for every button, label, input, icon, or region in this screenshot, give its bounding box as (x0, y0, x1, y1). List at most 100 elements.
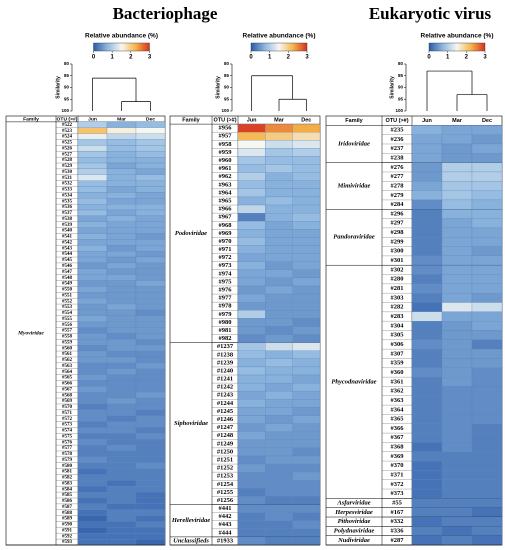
heat-cell (265, 350, 293, 359)
column-label: Dec (146, 116, 155, 122)
heat-cell (106, 421, 137, 428)
dendro-tick-label: 95 (64, 96, 70, 101)
heat-cell (265, 512, 293, 521)
heat-cell (411, 153, 443, 163)
heat-cell (77, 433, 108, 440)
family-label: Unclassifieds (173, 537, 209, 544)
heat-cell (77, 439, 108, 446)
colorbar (250, 42, 308, 52)
heat-cell (292, 334, 321, 343)
heat-cell (106, 221, 137, 228)
heat-cell (135, 403, 166, 410)
heat-cell (292, 229, 321, 238)
heat-cell (411, 470, 443, 480)
heat-cell (135, 133, 166, 140)
heat-cell (106, 527, 137, 534)
heat-cell (135, 204, 166, 211)
otu-label: #367 (391, 434, 405, 441)
heat-cell (411, 535, 443, 546)
otu-label: #531 (62, 176, 72, 181)
heat-cell (106, 256, 137, 264)
heat-cell (411, 414, 443, 424)
heat-cell (471, 171, 503, 182)
heat-cell (411, 330, 443, 340)
otu-label: #582 (62, 476, 72, 481)
heat-cell (471, 265, 503, 275)
heat-cell (292, 269, 321, 279)
otu-label: #280 (391, 276, 404, 283)
heat-cell (471, 274, 503, 284)
heat-cell (292, 350, 321, 359)
heat-cell (135, 450, 166, 457)
otu-label: #962 (219, 173, 232, 180)
heat-cell (411, 134, 443, 145)
otu-label: #1253 (217, 473, 234, 480)
heat-cell (106, 462, 137, 469)
otu-label: #238 (391, 154, 405, 161)
heat-cell (292, 520, 321, 529)
heat-cell (265, 358, 293, 368)
otu-label: #305 (391, 332, 405, 339)
heat-cell (292, 431, 321, 440)
dendro-tick-label: 80 (224, 61, 230, 66)
otu-label: #558 (62, 335, 72, 340)
otu-label: #563 (62, 364, 72, 369)
heat-cell (471, 181, 503, 191)
otu-label: #525 (62, 141, 72, 146)
otu-label: #583 (62, 481, 72, 486)
family-label: Herpesviridae (334, 509, 373, 516)
heat-cell (265, 180, 293, 189)
heat-cell (106, 145, 137, 152)
heat-cell (77, 321, 108, 328)
heat-cell (135, 356, 166, 363)
heat-cell (237, 293, 266, 303)
otu-label: #360 (391, 369, 404, 376)
heat-cell (471, 162, 503, 173)
heat-cell (106, 415, 137, 422)
heat-cell (77, 280, 108, 287)
heat-cell (265, 407, 293, 416)
otu-label: #332 (391, 518, 404, 525)
heat-cell (237, 423, 266, 432)
heat-cell (106, 233, 137, 240)
otu-label: #444 (219, 529, 233, 536)
heat-cell (441, 386, 473, 396)
heat-cell (135, 309, 166, 316)
heat-cell (441, 470, 473, 480)
heat-cell (77, 145, 108, 152)
heat-cell (106, 380, 137, 387)
heat-cell (265, 382, 293, 392)
otu-label: #1242 (217, 384, 233, 391)
heat-cell (292, 123, 321, 133)
dendro-tick-label: 100 (395, 108, 403, 113)
heat-cell (265, 293, 293, 303)
otu-label: #528 (62, 158, 72, 163)
otu-label: #586 (62, 499, 72, 504)
heat-cell (471, 442, 503, 452)
heat-cell (77, 480, 108, 487)
heat-cell (77, 127, 108, 134)
heat-cell (237, 310, 266, 319)
heat-cell (411, 302, 443, 312)
heat-cell (106, 486, 137, 493)
family-label: Pandoraviridae (333, 234, 375, 241)
heat-cell (106, 251, 137, 258)
heat-cell (411, 227, 443, 238)
colorbar (93, 42, 150, 52)
colorbar-tick-label: 2 (129, 55, 133, 61)
heat-cell (471, 432, 503, 443)
dendro-tick-label: 90 (224, 85, 230, 90)
heat-cell (77, 350, 108, 358)
heat-cell (237, 358, 266, 368)
heat-cell (135, 180, 166, 187)
heat-cell (411, 339, 443, 350)
heat-cell (471, 293, 503, 303)
heat-cell (411, 274, 443, 284)
heat-cell (292, 196, 321, 206)
heat-cell (106, 456, 137, 463)
heat-cell (292, 132, 321, 141)
heat-cell (292, 447, 321, 457)
heat-cell (77, 139, 108, 146)
heat-cell (411, 498, 443, 508)
